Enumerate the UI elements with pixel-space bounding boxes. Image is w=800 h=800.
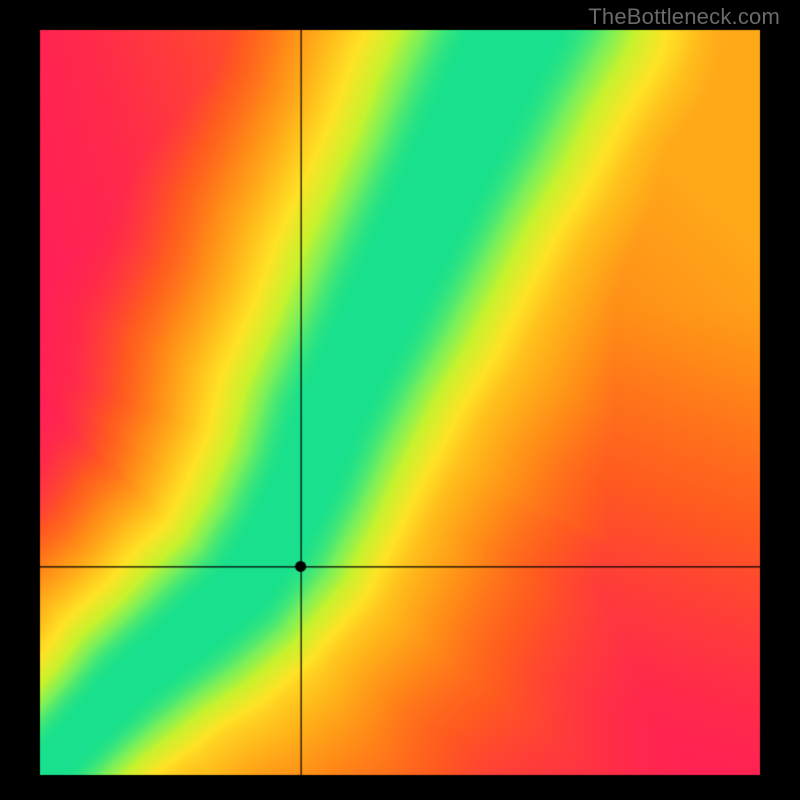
watermark-text: TheBottleneck.com [588, 4, 780, 30]
heatmap-canvas [0, 0, 800, 800]
chart-container: TheBottleneck.com [0, 0, 800, 800]
